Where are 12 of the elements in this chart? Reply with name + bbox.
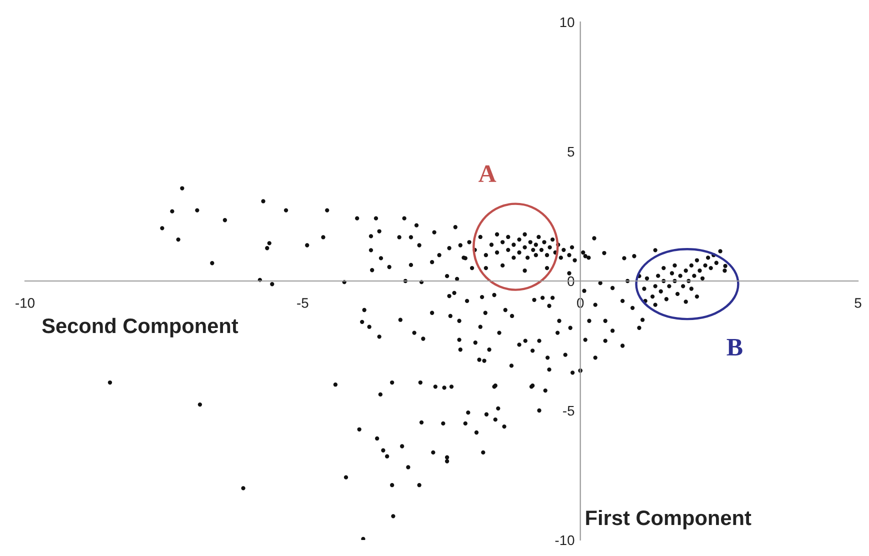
y-axis-title: Second Component — [42, 318, 238, 338]
x-axis-title: First Component — [586, 510, 752, 530]
y-tick-label: 10 — [560, 17, 574, 28]
annotation: B — [726, 339, 742, 356]
y-tick-label: -5 — [563, 406, 574, 416]
x-tick-label: -10 — [16, 298, 34, 308]
y-tick-label: 5 — [568, 146, 574, 157]
annotation: A — [478, 165, 496, 182]
x-tick-label: 0 — [577, 298, 584, 308]
x-tick-label: -5 — [297, 298, 308, 308]
x-tick-label: 5 — [854, 298, 862, 308]
y-tick-label: -10 — [555, 535, 574, 546]
